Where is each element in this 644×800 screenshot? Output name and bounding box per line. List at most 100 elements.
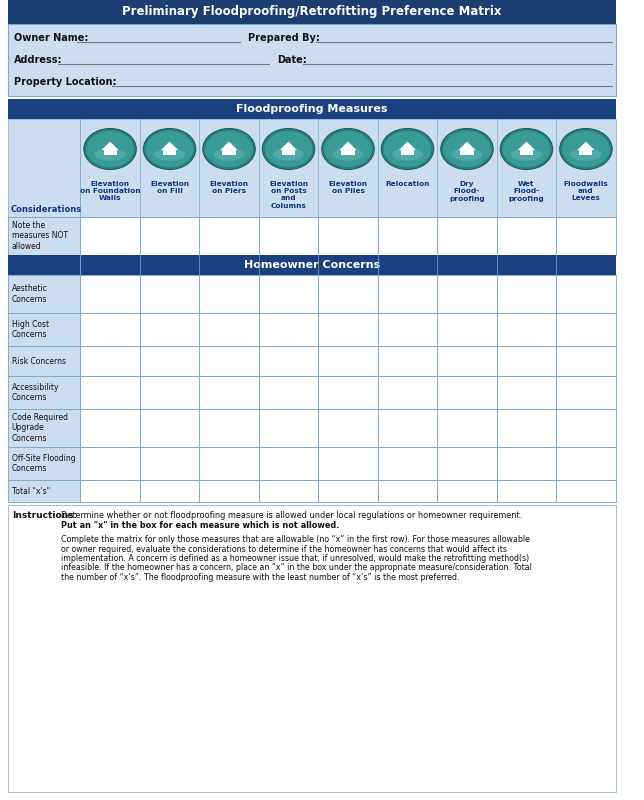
- FancyBboxPatch shape: [199, 275, 259, 313]
- FancyBboxPatch shape: [259, 376, 318, 409]
- FancyBboxPatch shape: [556, 409, 616, 447]
- Polygon shape: [459, 142, 475, 150]
- Polygon shape: [518, 142, 535, 150]
- FancyBboxPatch shape: [8, 409, 80, 447]
- Polygon shape: [520, 150, 533, 155]
- FancyBboxPatch shape: [497, 409, 556, 447]
- FancyBboxPatch shape: [318, 313, 378, 346]
- Text: Put an "x" in the box for each measure which is not allowed.: Put an "x" in the box for each measure w…: [61, 521, 339, 530]
- Text: implementation. A concern is defined as a homeowner issue that, if unresolved, w: implementation. A concern is defined as …: [61, 554, 529, 563]
- Ellipse shape: [392, 148, 423, 161]
- FancyBboxPatch shape: [437, 480, 497, 502]
- Polygon shape: [161, 142, 178, 150]
- FancyBboxPatch shape: [437, 447, 497, 480]
- Ellipse shape: [154, 148, 185, 161]
- Ellipse shape: [214, 148, 245, 161]
- FancyBboxPatch shape: [80, 409, 140, 447]
- FancyBboxPatch shape: [437, 376, 497, 409]
- Ellipse shape: [273, 148, 304, 161]
- FancyBboxPatch shape: [140, 376, 199, 409]
- Ellipse shape: [571, 148, 601, 161]
- Text: Preliminary Floodproofing/Retrofitting Preference Matrix: Preliminary Floodproofing/Retrofitting P…: [122, 6, 502, 18]
- Ellipse shape: [265, 131, 312, 167]
- Ellipse shape: [562, 131, 610, 167]
- Text: Risk Concerns: Risk Concerns: [12, 357, 66, 366]
- Text: Accessibility
Concerns: Accessibility Concerns: [12, 383, 59, 402]
- FancyBboxPatch shape: [8, 99, 616, 119]
- FancyBboxPatch shape: [259, 217, 318, 255]
- FancyBboxPatch shape: [497, 480, 556, 502]
- Text: Elevation
on Piers: Elevation on Piers: [209, 181, 249, 194]
- Text: or owner required, evaluate the considerations to determine if the homeowner has: or owner required, evaluate the consider…: [61, 545, 507, 554]
- Text: Relocation: Relocation: [385, 181, 430, 187]
- FancyBboxPatch shape: [497, 217, 556, 255]
- FancyBboxPatch shape: [437, 217, 497, 255]
- Text: Elevation
on Piles: Elevation on Piles: [328, 181, 368, 194]
- Ellipse shape: [95, 148, 126, 161]
- Text: Homeowner Concerns: Homeowner Concerns: [243, 260, 380, 270]
- Text: Elevation
on Fill: Elevation on Fill: [150, 181, 189, 194]
- FancyBboxPatch shape: [378, 346, 437, 376]
- FancyBboxPatch shape: [8, 255, 616, 275]
- FancyBboxPatch shape: [140, 313, 199, 346]
- FancyBboxPatch shape: [8, 505, 616, 792]
- FancyBboxPatch shape: [199, 376, 259, 409]
- Text: Elevation
on Posts
and
Columns: Elevation on Posts and Columns: [269, 181, 308, 209]
- Polygon shape: [282, 150, 295, 155]
- Text: Considerations: Considerations: [11, 205, 82, 214]
- Text: infeasible. If the homeowner has a concern, place an “x” in the box under the ap: infeasible. If the homeowner has a conce…: [61, 563, 532, 573]
- Ellipse shape: [451, 148, 482, 161]
- FancyBboxPatch shape: [80, 447, 140, 480]
- FancyBboxPatch shape: [259, 447, 318, 480]
- FancyBboxPatch shape: [8, 275, 80, 313]
- Polygon shape: [460, 150, 473, 155]
- Polygon shape: [102, 142, 118, 150]
- FancyBboxPatch shape: [437, 275, 497, 313]
- FancyBboxPatch shape: [140, 409, 199, 447]
- Text: Prepared By:: Prepared By:: [248, 33, 319, 43]
- Text: Determine whether or not floodproofing measure is allowed under local regulation: Determine whether or not floodproofing m…: [61, 511, 525, 520]
- FancyBboxPatch shape: [556, 346, 616, 376]
- Polygon shape: [401, 150, 414, 155]
- Text: Address:: Address:: [14, 55, 62, 65]
- Ellipse shape: [262, 129, 315, 170]
- Ellipse shape: [203, 129, 255, 170]
- Ellipse shape: [443, 131, 491, 167]
- FancyBboxPatch shape: [378, 480, 437, 502]
- FancyBboxPatch shape: [8, 119, 616, 217]
- FancyBboxPatch shape: [259, 409, 318, 447]
- FancyBboxPatch shape: [437, 313, 497, 346]
- FancyBboxPatch shape: [8, 217, 80, 255]
- FancyBboxPatch shape: [497, 313, 556, 346]
- FancyBboxPatch shape: [199, 313, 259, 346]
- Text: Aesthetic
Concerns: Aesthetic Concerns: [12, 284, 48, 304]
- FancyBboxPatch shape: [318, 346, 378, 376]
- Polygon shape: [280, 142, 297, 150]
- FancyBboxPatch shape: [140, 275, 199, 313]
- FancyBboxPatch shape: [80, 346, 140, 376]
- Text: Dry
Flood-
proofing: Dry Flood- proofing: [449, 181, 485, 202]
- FancyBboxPatch shape: [556, 376, 616, 409]
- Polygon shape: [399, 142, 416, 150]
- FancyBboxPatch shape: [199, 409, 259, 447]
- Polygon shape: [341, 150, 355, 155]
- Ellipse shape: [324, 131, 372, 167]
- Polygon shape: [222, 150, 236, 155]
- Ellipse shape: [86, 131, 134, 167]
- FancyBboxPatch shape: [497, 275, 556, 313]
- Text: Note the
measures NOT
allowed: Note the measures NOT allowed: [12, 221, 68, 251]
- FancyBboxPatch shape: [199, 217, 259, 255]
- FancyBboxPatch shape: [259, 275, 318, 313]
- FancyBboxPatch shape: [437, 409, 497, 447]
- FancyBboxPatch shape: [8, 346, 80, 376]
- FancyBboxPatch shape: [8, 0, 616, 24]
- FancyBboxPatch shape: [318, 480, 378, 502]
- FancyBboxPatch shape: [199, 346, 259, 376]
- FancyBboxPatch shape: [259, 346, 318, 376]
- FancyBboxPatch shape: [378, 217, 437, 255]
- Ellipse shape: [84, 129, 137, 170]
- Text: Code Required
Upgrade
Concerns: Code Required Upgrade Concerns: [12, 413, 68, 443]
- Text: the number of “x’s”. The floodproofing measure with the least number of “x’s” is: the number of “x’s”. The floodproofing m…: [61, 573, 459, 582]
- FancyBboxPatch shape: [437, 346, 497, 376]
- Polygon shape: [578, 142, 594, 150]
